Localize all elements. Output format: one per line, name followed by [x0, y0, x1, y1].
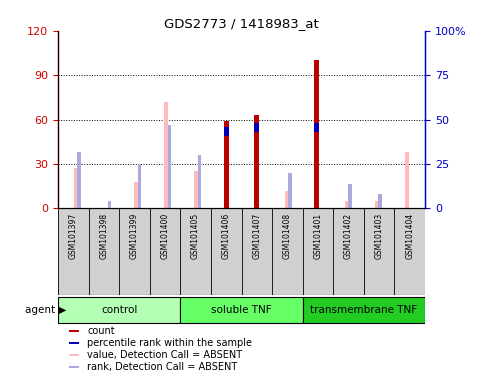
Text: soluble TNF: soluble TNF — [211, 305, 272, 315]
Text: GSM101398: GSM101398 — [99, 213, 108, 259]
Bar — [138, 164, 141, 209]
Text: value, Detection Call = ABSENT: value, Detection Call = ABSENT — [87, 350, 242, 360]
Bar — [168, 125, 171, 209]
Text: GSM101400: GSM101400 — [160, 213, 170, 259]
Bar — [108, 201, 111, 209]
Bar — [254, 115, 259, 209]
Bar — [378, 194, 382, 209]
Text: GSM101402: GSM101402 — [344, 213, 353, 259]
Text: control: control — [101, 305, 137, 315]
Text: percentile rank within the sample: percentile rank within the sample — [87, 338, 252, 348]
Bar — [164, 102, 168, 209]
FancyBboxPatch shape — [58, 297, 180, 323]
Text: GSM101397: GSM101397 — [69, 213, 78, 259]
Bar — [314, 123, 319, 132]
Bar — [284, 191, 288, 209]
Bar — [348, 184, 352, 209]
Text: GSM101399: GSM101399 — [130, 213, 139, 259]
Text: count: count — [87, 326, 115, 336]
Text: GSM101407: GSM101407 — [252, 213, 261, 259]
Bar — [69, 354, 79, 356]
Bar — [224, 127, 229, 136]
Bar — [77, 152, 81, 209]
Bar — [288, 173, 292, 209]
Title: GDS2773 / 1418983_at: GDS2773 / 1418983_at — [164, 17, 319, 30]
Text: rank, Detection Call = ABSENT: rank, Detection Call = ABSENT — [87, 362, 238, 372]
Bar — [375, 201, 379, 209]
Bar — [198, 155, 201, 209]
Bar — [69, 366, 79, 368]
Bar — [69, 342, 79, 344]
Bar — [69, 330, 79, 332]
Bar — [134, 182, 138, 209]
Bar — [74, 169, 78, 209]
Text: transmembrane TNF: transmembrane TNF — [310, 305, 417, 315]
Text: GSM101406: GSM101406 — [222, 213, 231, 259]
Bar — [224, 121, 229, 209]
Bar — [314, 60, 319, 209]
Bar — [254, 123, 259, 132]
Bar — [405, 152, 409, 209]
Text: GSM101408: GSM101408 — [283, 213, 292, 259]
FancyBboxPatch shape — [303, 297, 425, 323]
Text: GSM101403: GSM101403 — [375, 213, 384, 259]
Bar — [345, 201, 349, 209]
Bar — [195, 171, 199, 209]
Text: GSM101401: GSM101401 — [313, 213, 323, 259]
Text: agent ▶: agent ▶ — [25, 305, 66, 315]
FancyBboxPatch shape — [180, 297, 303, 323]
Text: GSM101404: GSM101404 — [405, 213, 414, 259]
Text: GSM101405: GSM101405 — [191, 213, 200, 259]
